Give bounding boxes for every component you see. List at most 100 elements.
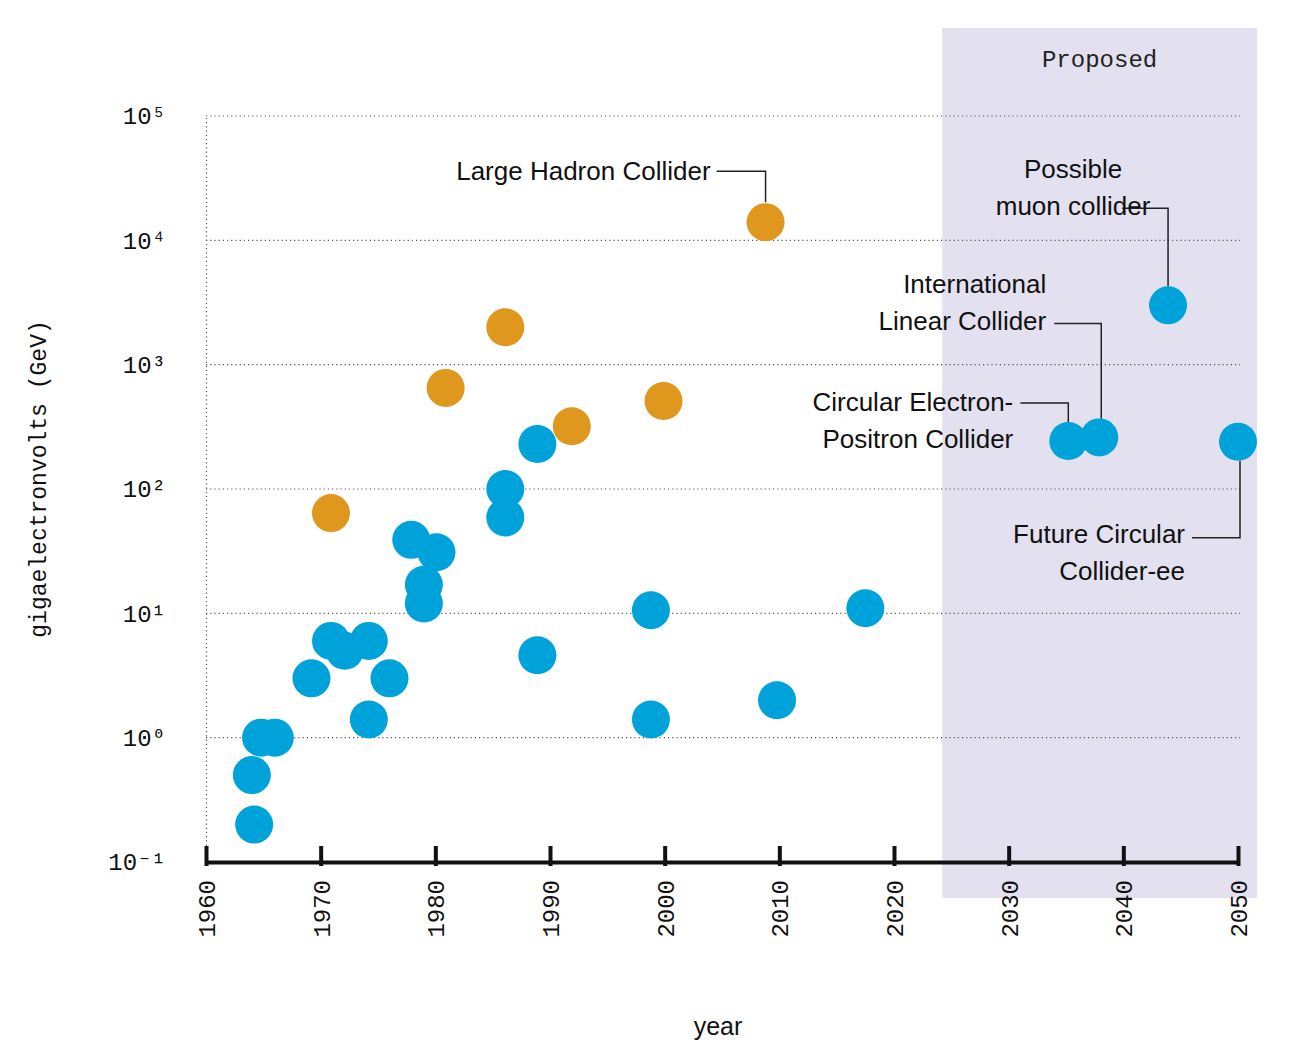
x-tick-mark: [319, 846, 323, 866]
point-label-line: Collider-ee: [1059, 556, 1185, 586]
proposed-region: [942, 28, 1257, 898]
point-label-line: Future Circular: [1013, 519, 1185, 549]
x-tick-label: 2010: [768, 880, 795, 938]
y-tick: 10⁻¹: [108, 850, 206, 877]
point-label: Large Hadron Collider: [456, 156, 711, 186]
x-tick: 2000: [654, 846, 681, 938]
y-tick-label: 10⁴: [123, 229, 166, 256]
point: [747, 203, 785, 241]
point: [518, 425, 556, 463]
point: [632, 591, 670, 629]
x-tick-label: 1980: [424, 880, 451, 938]
x-tick-mark: [1237, 846, 1241, 866]
y-axis-title: gigaelectronvolts (GeV): [27, 320, 53, 637]
x-axis-line: [207, 861, 1239, 865]
y-tick: 10²: [123, 477, 206, 504]
x-tick-label: 1960: [195, 880, 222, 938]
x-tick-label: 2030: [998, 880, 1025, 938]
point: [350, 622, 388, 660]
leader-line: [1054, 323, 1101, 418]
x-tick-mark: [434, 846, 438, 866]
y-tick-label: 10⁻¹: [108, 850, 166, 877]
point-label-line: Circular Electron-: [812, 387, 1013, 417]
x-tick: 1970: [310, 846, 337, 938]
x-tick: 1990: [539, 846, 566, 938]
annotations: Circular Electron- Positron Collider Inter…: [456, 154, 1240, 585]
points: [233, 203, 1257, 843]
x-tick-label: 2020: [883, 880, 910, 938]
y-tick-label: 10³: [123, 353, 166, 380]
point-label-line: International: [903, 269, 1046, 299]
point: [233, 756, 271, 794]
grid-line: [206, 861, 1240, 862]
grid-line: [206, 240, 1240, 241]
point: [553, 407, 591, 445]
point: [370, 659, 408, 697]
x-tick-label: 2040: [1112, 880, 1139, 938]
point-label-line: Positron Collider: [823, 424, 1014, 454]
point-label: Possible muon collider: [996, 154, 1151, 221]
x-tick-label: 2050: [1227, 880, 1254, 938]
point: [486, 308, 524, 346]
point: [405, 584, 443, 622]
point: [312, 494, 350, 532]
x-tick-mark: [549, 846, 553, 866]
x-tick: 2020: [883, 846, 910, 938]
y-axis: 10⁻¹ 10⁰ 10¹ 10² 10³ 10⁴ 10⁵: [108, 104, 206, 877]
x-tick-mark: [1007, 846, 1011, 866]
x-tick-label: 1990: [539, 880, 566, 938]
y-tick-label: 10⁰: [123, 726, 166, 753]
y-tick: 10⁴: [123, 229, 206, 256]
x-tick-mark: [893, 846, 897, 866]
point: [235, 806, 273, 844]
point: [486, 498, 524, 536]
point: [350, 700, 388, 738]
proposed-label: Proposed: [1042, 47, 1157, 74]
x-tick: 1980: [424, 846, 451, 938]
point: [256, 719, 294, 757]
y-tick: 10⁰: [123, 726, 206, 753]
x-tick: 2010: [768, 846, 795, 938]
x-axis: 1960 1970 1980 1990 2000 2010 2020 2030 2040 2050: [195, 846, 1254, 938]
x-tick-mark: [1122, 846, 1126, 866]
x-tick-label: 2000: [654, 880, 681, 938]
x-tick: 1960: [195, 846, 222, 938]
point: [518, 636, 556, 674]
point: [645, 382, 683, 420]
point-label: Future Circular Collider-ee: [1013, 519, 1185, 586]
leader-line: [717, 171, 766, 202]
y-tick-label: 10⁵: [123, 104, 166, 131]
point: [1149, 286, 1187, 324]
grid: [206, 116, 1240, 862]
point: [632, 700, 670, 738]
grid-line: [206, 737, 1240, 738]
leader-line: [1192, 461, 1240, 538]
point-label-line: Linear Collider: [879, 306, 1047, 336]
point-label-line: Large Hadron Collider: [456, 156, 711, 186]
point: [758, 681, 796, 719]
y-tick-label: 10¹: [123, 602, 166, 629]
grid-line: [206, 115, 1240, 116]
y-axis-line: [206, 117, 207, 863]
x-tick-mark: [778, 846, 782, 866]
point-label: International Linear Collider: [879, 269, 1047, 336]
x-tick: 2050: [1227, 846, 1254, 938]
y-tick-label: 10²: [123, 477, 166, 504]
x-tick: 2030: [998, 846, 1025, 938]
point-label-line: Possible: [1024, 154, 1122, 184]
point: [1219, 423, 1257, 461]
chart: Proposed10⁻¹10⁰10¹10²10³10⁴10⁵1960197019…: [0, 0, 1296, 1056]
grid-line: [206, 364, 1240, 365]
point-label: Circular Electron- Positron Collider: [812, 387, 1013, 454]
point: [292, 659, 330, 697]
point-label-line: muon collider: [996, 191, 1151, 221]
leader-line: [1020, 403, 1068, 422]
y-tick: 10¹: [123, 602, 206, 629]
grid-line: [206, 488, 1240, 489]
x-tick: 2040: [1112, 846, 1139, 938]
point: [427, 369, 465, 407]
plot: Proposed10⁻¹10⁰10¹10²10³10⁴10⁵1960197019…: [108, 28, 1257, 938]
point: [1080, 418, 1118, 456]
point: [846, 589, 884, 627]
x-tick-mark: [205, 846, 209, 866]
